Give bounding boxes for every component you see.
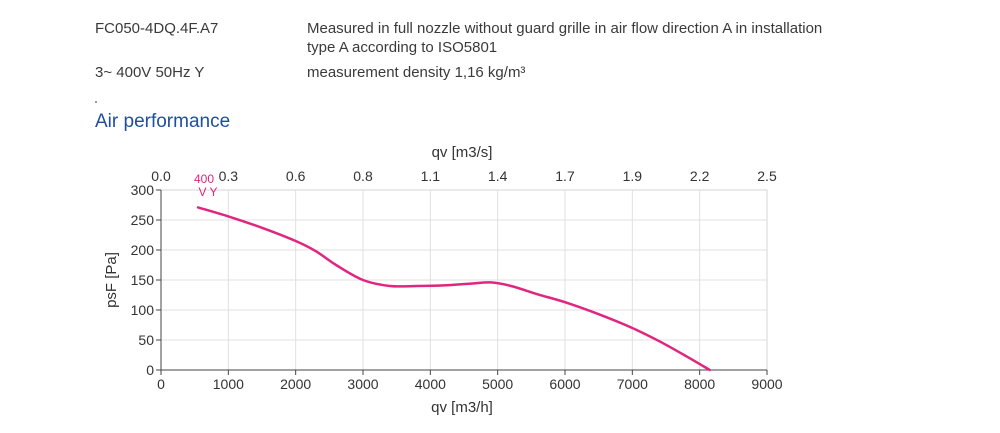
x2-axis-label: qv [m3/s] (432, 144, 493, 161)
x-tick-label: 4000 (415, 376, 446, 392)
x-axis-label: qv [m3/h] (431, 399, 493, 416)
x-tick-label: 6000 (549, 376, 580, 392)
x-tick-label: 9000 (751, 376, 782, 392)
x2-tick-label: 2.2 (690, 168, 710, 184)
series-label-connection: V Y (198, 185, 217, 199)
series-line (196, 206, 712, 372)
y-tick-label: 0 (146, 362, 154, 378)
y-tick-label: 150 (131, 272, 155, 288)
measurement-description-line1: Measured in full nozzle without guard gr… (307, 20, 823, 37)
x2-tick-label: 0.3 (219, 168, 239, 184)
divider-dot (95, 101, 97, 103)
x-tick-label: 5000 (482, 376, 513, 392)
x2-tick-label: 0.8 (353, 168, 373, 184)
chart-axes (156, 189, 768, 375)
model-code: FC050-4DQ.4F.A7 (95, 20, 219, 37)
chart-tick-labels: 0 1000 2000 3000 4000 5000 6000 7000 8000 90000.0… (131, 168, 783, 392)
y-tick-label: 250 (131, 212, 155, 228)
x-tick-label: 0 (157, 376, 165, 392)
x2-tick-label: 1.1 (421, 168, 441, 184)
measurement-density: measurement density 1,16 kg/m³ (307, 64, 526, 81)
x2-tick-label: 0.6 (286, 168, 306, 184)
chart-series (196, 206, 712, 372)
x2-tick-label: 2.5 (757, 168, 777, 184)
x-tick-label: 8000 (684, 376, 715, 392)
y-tick-label: 200 (131, 242, 155, 258)
series-label-voltage: 400 (194, 172, 214, 186)
x-tick-label: 1000 (213, 376, 244, 392)
x2-tick-label: 1.9 (623, 168, 643, 184)
x2-tick-label: 0.0 (151, 168, 171, 184)
chart-grid (160, 189, 768, 371)
supply-voltage: 3~ 400V 50Hz Y (95, 64, 205, 81)
x2-tick-label: 1.7 (555, 168, 575, 184)
section-title: Air performance (95, 111, 231, 132)
x-tick-label: 2000 (280, 376, 311, 392)
x-tick-label: 3000 (347, 376, 378, 392)
y-axis-label: psF [Pa] (103, 252, 120, 308)
x-tick-label: 7000 (617, 376, 648, 392)
measurement-description-line2: type A according to ISO5801 (307, 39, 498, 56)
y-tick-label: 100 (131, 302, 155, 318)
y-tick-label: 50 (138, 332, 154, 348)
x2-tick-label: 1.4 (488, 168, 508, 184)
y-tick-label: 300 (131, 182, 155, 198)
